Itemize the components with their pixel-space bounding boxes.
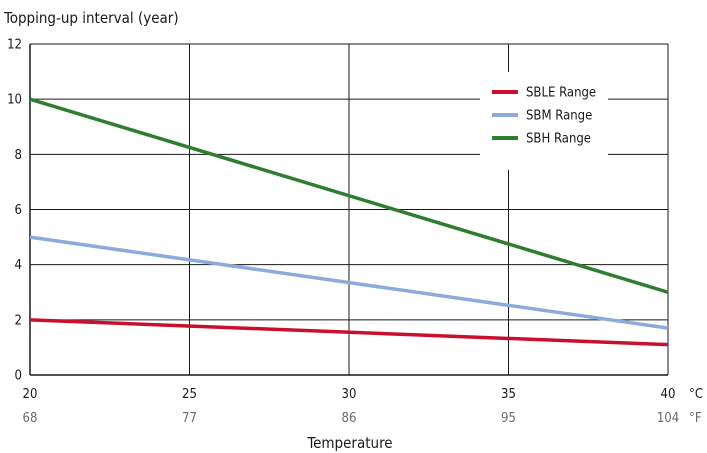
series-line [29, 318, 669, 347]
y-tick-label: 10 [7, 93, 22, 108]
legend-label: SBLE Range [526, 86, 596, 101]
x-tick-label-secondary: 77 [182, 411, 197, 426]
x-axis-label: Temperature [306, 434, 392, 452]
y-tick-label: 2 [15, 313, 22, 328]
x-tick-label-secondary: 68 [23, 411, 38, 426]
x-tick-label: 30 [342, 387, 357, 402]
y-tick-label: 0 [15, 369, 22, 384]
series-line [29, 97, 669, 294]
series-lines [29, 97, 669, 347]
x-tick-label: 20 [23, 387, 38, 402]
chart-title: Topping-up interval (year) [3, 9, 179, 27]
x-tick-label: 35 [501, 387, 516, 402]
y-tick-label: 4 [15, 258, 22, 273]
x-tick-label-secondary: 104 [657, 411, 679, 426]
x-unit-secondary: °F [689, 411, 702, 426]
legend-box [480, 72, 608, 170]
y-tick-label: 12 [7, 38, 22, 53]
series-line [29, 235, 669, 330]
y-tick-label: 6 [15, 203, 22, 218]
x-tick-label: 40 [661, 387, 676, 402]
x-tick-label-secondary: 86 [342, 411, 357, 426]
y-tick-label: 8 [15, 148, 22, 163]
grid [30, 43, 669, 375]
x-unit-primary: °C [689, 387, 703, 402]
x-tick-label-secondary: 95 [501, 411, 516, 426]
x-tick-label: 25 [182, 387, 197, 402]
legend-label: SBM Range [526, 109, 592, 124]
legend: SBLE Range SBM Range SBH Range [480, 72, 608, 170]
legend-label: SBH Range [526, 132, 591, 147]
